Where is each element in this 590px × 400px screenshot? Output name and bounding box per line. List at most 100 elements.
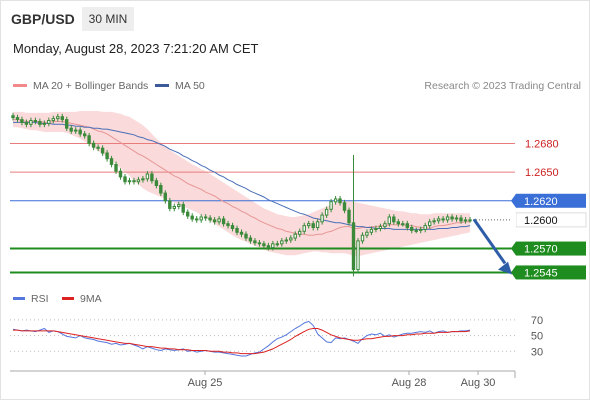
- candle-body: [342, 202, 347, 211]
- ma50-line: [13, 121, 471, 230]
- candle-body: [235, 228, 239, 233]
- candle-body: [347, 209, 351, 224]
- candle-body: [374, 228, 378, 230]
- level-tag-1.2545: [516, 265, 586, 280]
- candle-body: [83, 133, 87, 137]
- candle-body: [159, 185, 163, 194]
- candle-body: [217, 218, 221, 223]
- legend-ma20-label: MA 20 + Bollinger Bands: [33, 80, 149, 92]
- candle-body: [284, 239, 289, 242]
- candle-body: [289, 237, 293, 241]
- timeframe-badge[interactable]: 30 MIN: [82, 7, 134, 31]
- level-lines: [10, 142, 515, 274]
- candle-body: [356, 240, 360, 271]
- legend-ma50-label: MA 50: [175, 80, 205, 92]
- candle-body: [105, 152, 109, 160]
- candle-body: [423, 225, 427, 230]
- candle-body: [172, 206, 177, 209]
- candle-body: [109, 158, 114, 165]
- timestamp: Monday, August 28, 2023 7:21:20 AM CET: [13, 41, 259, 56]
- forecast-arrow: [472, 218, 512, 275]
- candle-body: [226, 223, 230, 227]
- candle-body: [271, 243, 275, 249]
- candle-body: [145, 173, 150, 180]
- level-tag-pointer: [511, 241, 516, 256]
- candle-body: [302, 225, 306, 232]
- candle-body: [199, 216, 203, 221]
- candle-body: [298, 230, 302, 235]
- candle-body: [248, 237, 253, 242]
- rsi-panel: 70 50 30: [10, 315, 543, 358]
- candle-body: [212, 219, 217, 223]
- candle-body: [203, 216, 208, 219]
- candle-body: [257, 242, 262, 245]
- candle-body: [436, 218, 441, 222]
- candle-body: [230, 225, 235, 230]
- level-tag-pointer: [511, 193, 516, 208]
- legend-rsi-label: RSI: [31, 293, 49, 305]
- legend-ma50: MA 50: [155, 80, 205, 92]
- level-label-1.2570: 1.2570: [524, 244, 558, 256]
- candle-body: [20, 119, 24, 123]
- level-label-1.2545: 1.2545: [524, 267, 558, 279]
- legend-rsi: RSI: [13, 293, 49, 305]
- candle-body: [141, 178, 145, 181]
- rsi-tick-70: 70: [531, 315, 543, 327]
- level-tag-pointer: [511, 265, 516, 280]
- candle-body: [378, 226, 383, 230]
- level-label-1.2600: 1.2600: [524, 215, 558, 227]
- candle-body: [450, 216, 454, 220]
- level-label-1.2620: 1.2620: [524, 196, 558, 208]
- candle-body: [266, 245, 271, 249]
- rsi-line: [12, 320, 471, 357]
- candle-body: [132, 180, 136, 183]
- candle-body: [123, 176, 127, 183]
- candle-body: [454, 217, 459, 220]
- candle-body: [239, 231, 244, 235]
- candle-body: [208, 217, 212, 221]
- pair-label: GBP/USD: [11, 11, 75, 27]
- x-axis: Aug 25 Aug 28 Aug 30: [10, 370, 516, 389]
- legend-9ma: 9MA: [62, 293, 102, 305]
- candle-body: [441, 218, 445, 221]
- candle-body: [91, 142, 96, 148]
- ma20-swatch: [13, 83, 27, 87]
- candle-body: [463, 219, 468, 222]
- candle-body: [428, 221, 432, 227]
- candle-body: [338, 198, 342, 204]
- level-tag-1.2570: [516, 241, 586, 256]
- candle-body: [468, 219, 472, 222]
- candle-body: [432, 220, 436, 223]
- ma50-swatch: [155, 83, 169, 87]
- x-tick-label: Aug 30: [461, 377, 496, 389]
- x-tick-label: Aug 28: [392, 377, 427, 389]
- arrow-head-icon: [498, 261, 512, 275]
- candle-body: [96, 146, 100, 149]
- candle-body: [47, 120, 51, 124]
- candle-body: [11, 115, 15, 119]
- candle-body: [262, 243, 266, 247]
- arrow-shaft: [472, 218, 507, 265]
- candle-body: [150, 173, 154, 182]
- candle-body: [51, 118, 55, 121]
- candle-body: [392, 216, 396, 223]
- rsi-tick-50: 50: [531, 331, 543, 343]
- candle-body: [414, 229, 418, 232]
- candle-body: [15, 117, 20, 120]
- candle-body: [118, 170, 123, 178]
- candle-body: [33, 120, 38, 122]
- level-label-1.2680: 1.2680: [525, 138, 559, 150]
- candle-body: [383, 223, 387, 228]
- candle-body: [127, 180, 132, 183]
- candle-body: [360, 234, 365, 242]
- level-tag-pointer: [511, 212, 516, 227]
- candle-body: [177, 204, 181, 208]
- candle-body: [190, 215, 194, 220]
- candle-body: [459, 217, 463, 222]
- legend-9ma-label: 9MA: [80, 293, 102, 305]
- candle-body: [195, 218, 199, 221]
- candle-body: [280, 240, 284, 245]
- x-tick-label: Aug 25: [188, 377, 223, 389]
- candle-body: [419, 228, 423, 231]
- candle-body: [307, 223, 311, 227]
